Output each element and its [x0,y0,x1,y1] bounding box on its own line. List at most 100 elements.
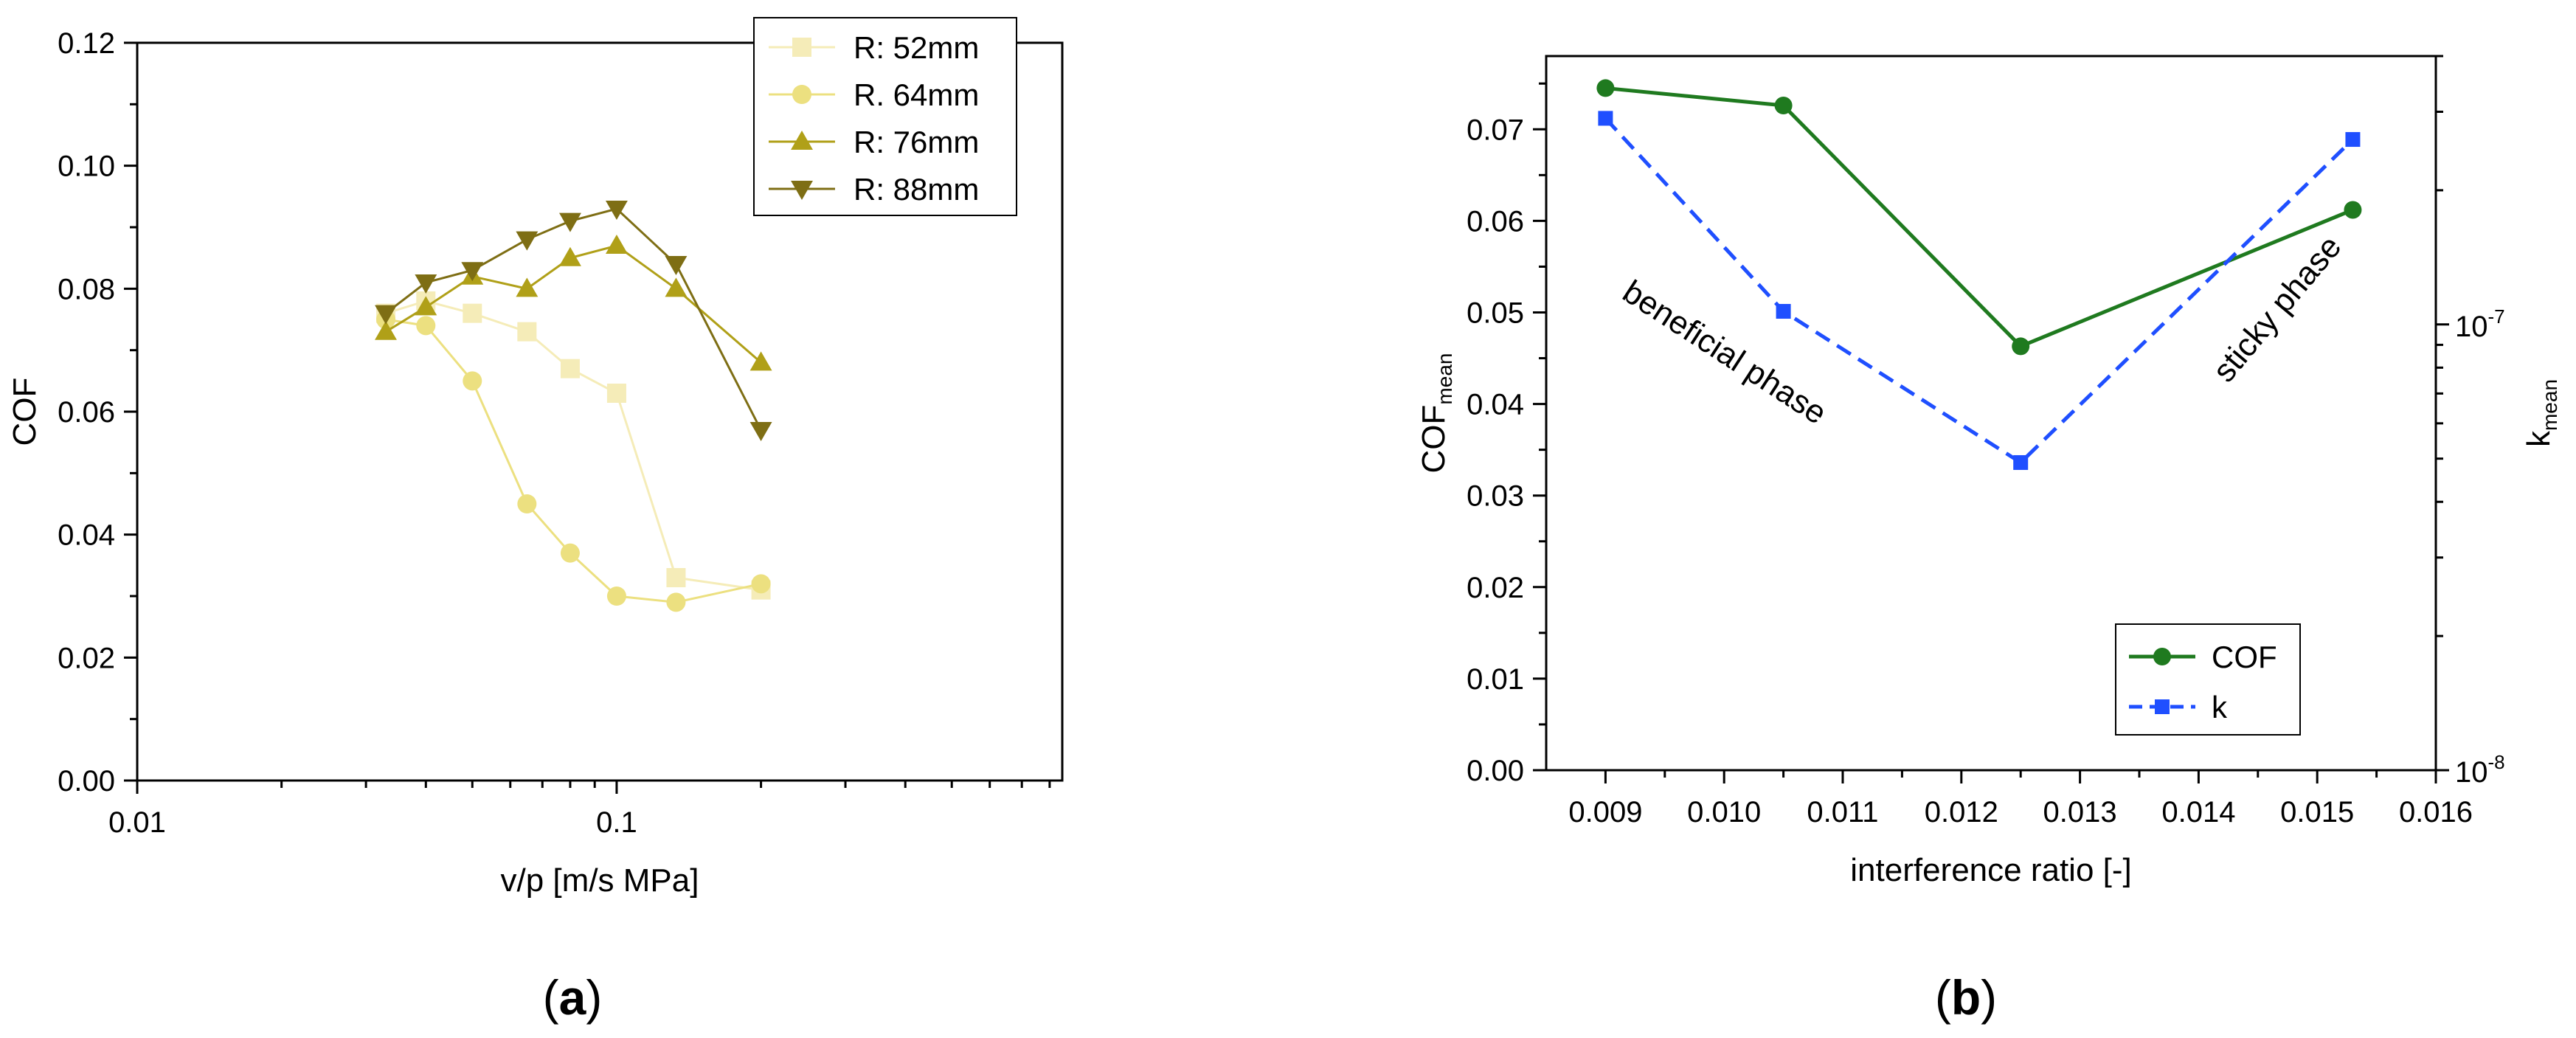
legend-marker [792,85,811,104]
legend-label: k [2212,690,2228,724]
legend-label: R: 52mm [854,30,979,65]
data-point [1596,79,1615,97]
legend-label: COF [2212,640,2277,674]
legend-label: R: 88mm [854,172,979,207]
x-tick-label: 0.009 [1568,796,1642,828]
legend-box [2115,623,2301,736]
series-line [385,318,761,603]
series-line [385,244,762,364]
data-point [606,384,626,403]
x-tick-label: 0.01 [108,806,166,839]
legend-marker [791,131,813,150]
x-tick-label: 0.015 [2280,796,2354,828]
x-tick-label: 0.013 [2043,796,2117,828]
data-point [751,574,771,594]
data-point [1598,111,1613,126]
annotation-beneficial-phase: beneficial phase [1616,274,1832,432]
y-tick-label: 0.00 [58,765,115,797]
y-tick-label: 0.06 [58,396,115,429]
legend-marker [791,180,813,200]
series-r-76mm [375,235,772,371]
panel-a-x-axis-label: v/p [m/s MPa] [501,862,699,899]
data-point [517,494,537,513]
data-point [749,421,772,441]
data-point [559,212,581,232]
data-point [666,592,686,612]
data-point [2344,201,2362,219]
data-point [2012,337,2030,356]
data-point [517,322,537,342]
panel-b-x-axis-label: interference ratio [-] [1850,852,2132,888]
panel-b-label-letter: b [1951,970,1981,1025]
y-tick-label: 0.06 [1467,205,1524,238]
svg-text:COFmean: COFmean [1416,353,1456,474]
panel-b-legend: COF k [2115,623,2301,736]
data-point [415,296,437,316]
panel-b-right-axis-label-sub: mean [2538,379,2561,431]
panel-a-chart: 0.01 0.1 0.00 0.02 0.04 0.06 0.08 0.10 0.12 v/p… [7,17,1064,899]
panel-b-plot-frame [1545,55,2437,772]
series-line [1605,86,2354,349]
data-point [560,359,580,378]
data-point [605,200,628,220]
y-tick-label: 0.03 [1467,480,1524,513]
series-r-88mm [375,200,772,441]
y-tick-label: 0.00 [1467,755,1524,787]
data-point [1776,304,1791,319]
panel-a-label: (a) [543,970,603,1025]
panel-b-right-axis-label: kmean [2521,379,2561,447]
y-tick-label: 0.07 [1467,114,1524,146]
y-tick-label: 0.04 [58,519,115,552]
legend-label: R: 76mm [854,125,979,159]
series-line [385,207,762,431]
panel-b-label: (b) [1935,970,1997,1025]
panel-b-y-axis-label-sub: mean [1433,353,1456,405]
x-tick-label: 0.010 [1687,796,1761,828]
data-point [375,305,397,325]
series-r-64mm [376,310,771,612]
data-point [516,277,539,297]
panel-a-label-letter: a [559,970,587,1025]
y-tick-label: 0.05 [1467,297,1524,329]
y-tick-label: 0.12 [58,27,115,60]
data-point [2345,132,2361,148]
y-tick-label: 0.02 [1467,572,1524,604]
data-point [415,274,437,294]
data-point [666,568,686,587]
data-point [375,320,397,340]
data-point [605,235,628,255]
x-tick-label: 0.012 [1925,796,1998,828]
x-tick-label: 0.1 [596,806,637,839]
data-point [665,255,688,275]
x-tick-label: 0.016 [2399,796,2473,828]
data-point [2013,454,2029,470]
y2-tick-label: 10-7 [2455,305,2505,343]
panel-b-y-axis-label-main: COF [1416,405,1452,474]
y2-tick-label: 10-8 [2455,751,2505,789]
series-line [1604,117,2355,466]
series-k [1598,111,2361,470]
data-point [463,371,482,391]
legend-marker [2155,699,2170,714]
panel-b-right-axis-label-main: k [2521,430,2557,447]
data-point [559,246,581,266]
data-point [560,543,580,563]
svg-text:kmean: kmean [2521,379,2561,447]
legend-label: R. 64mm [854,77,979,112]
panel-a-legend: R: 52mm R. 64mm R: 76mm R: 88mm [753,17,1017,216]
data-point [516,231,539,251]
panel-a-y-axis-label: COF [7,378,43,446]
y-tick-label: 0.01 [1467,663,1524,696]
y-tick-label: 0.08 [58,273,115,305]
annotation-sticky-phase: sticky phase [2206,229,2348,389]
data-point [416,316,436,336]
data-point [606,587,626,606]
data-point [1774,97,1793,115]
x-tick-label: 0.011 [1807,796,1878,828]
panel-b-y-axis-label: COFmean [1416,353,1456,474]
panel-b-chart: 0.009 0.010 0.011 0.012 0.013 0.014 0.015 0.016… [1416,55,2561,888]
y-tick-label: 0.10 [58,150,115,183]
y-tick-label: 0.04 [1467,389,1524,421]
series-cof [1596,79,2362,356]
